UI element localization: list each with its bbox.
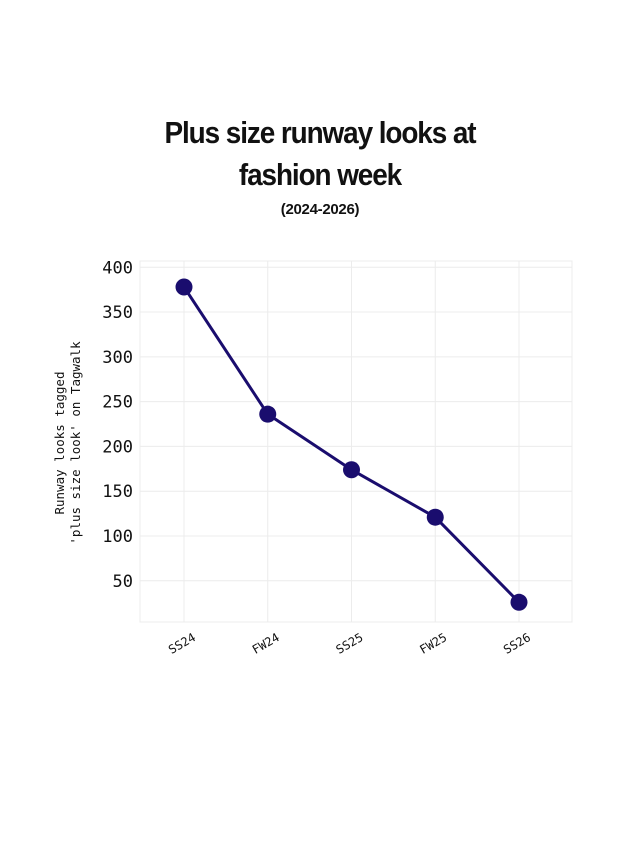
data-point-ss24 <box>175 278 193 296</box>
y-tick-label: 100 <box>102 527 133 547</box>
data-point-fw25 <box>426 508 444 526</box>
chart-subtitle: (2024-2026) <box>280 201 360 218</box>
y-tick-label: 200 <box>102 437 133 457</box>
y-axis-ticks: 50 100 150 200 250 300 350 400 <box>102 258 133 592</box>
y-tick-label: 350 <box>102 303 133 323</box>
x-tick-label: SS26 <box>501 630 533 657</box>
data-point-ss26 <box>510 593 528 611</box>
x-tick-label: FW24 <box>250 630 282 657</box>
y-axis-label-line-2: 'plus size look' on Tagwalk <box>68 341 83 545</box>
y-tick-label: 250 <box>102 393 133 413</box>
y-axis-label-line-1: Runway looks tagged <box>52 372 67 515</box>
x-tick-label: SS24 <box>166 630 198 657</box>
x-tick-label: SS25 <box>333 630 365 657</box>
chart-title-line-2: fashion week <box>238 157 402 192</box>
data-point-ss25 <box>343 461 360 479</box>
chart-title: Plus size runway looks at fashion week <box>32 112 608 196</box>
data-point-fw24 <box>259 405 277 423</box>
x-tick-label: FW25 <box>417 630 449 657</box>
y-tick-label: 150 <box>102 482 133 502</box>
series-plus-size-looks <box>175 278 528 611</box>
y-axis-label: Runway looks tagged 'plus size look' on … <box>52 341 83 545</box>
grid-lines <box>139 260 573 623</box>
y-tick-label: 300 <box>102 348 133 368</box>
x-axis-ticks: SS24 FW24 SS25 FW25 SS26 <box>166 630 533 657</box>
y-tick-label: 50 <box>113 572 133 592</box>
plot-border <box>139 260 573 623</box>
chart-title-line-1: Plus size runway looks at <box>164 115 476 150</box>
y-tick-label: 400 <box>102 258 133 278</box>
